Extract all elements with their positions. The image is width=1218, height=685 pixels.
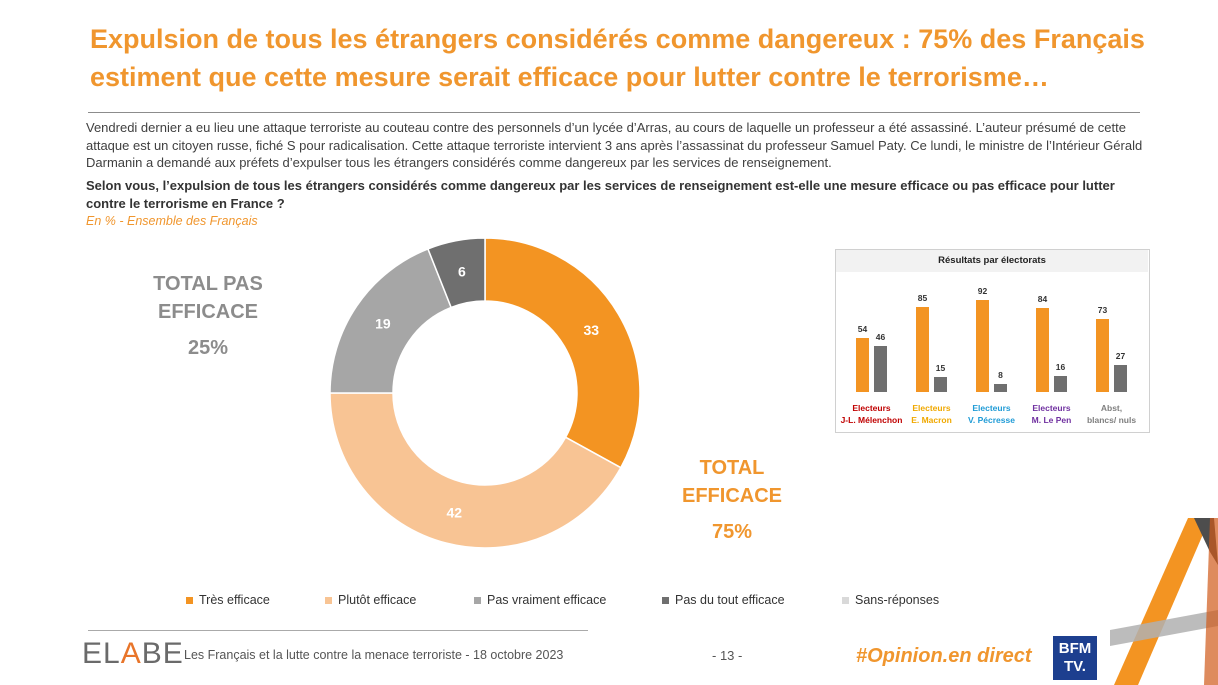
sample-base: En % - Ensemble des Français	[86, 214, 258, 228]
electorate-label-3-line2: M. Le Pen	[1032, 415, 1072, 425]
electorate-label-2-line1: Electeurs	[972, 403, 1011, 413]
electorate-label-2-line2: V. Pécresse	[968, 415, 1015, 425]
legend-item: Sans-réponses	[842, 593, 939, 607]
donut-label-plutot-efficace: 42	[446, 505, 462, 521]
electorate-label-4-line1: Abst,	[1101, 403, 1122, 413]
bar-value-pas-efficace-2: 8	[998, 370, 1003, 380]
footer-caption: Les Français et la lutte contre la menac…	[184, 648, 564, 662]
elabe-logo-prefix: EL	[82, 637, 121, 670]
bar-efficace-3	[1036, 308, 1049, 392]
legend-item: Pas vraiment efficace	[474, 593, 606, 607]
bar-value-pas-efficace-1: 15	[936, 363, 946, 373]
deco-red-stroke	[1204, 518, 1218, 685]
bar-value-efficace-1: 85	[918, 293, 928, 303]
donut-slice-tres-efficace	[484, 237, 641, 469]
bar-pas-efficace-2	[994, 384, 1007, 392]
footer-divider	[88, 630, 588, 631]
electorate-chart-title: Résultats par électorats	[836, 250, 1148, 272]
bar-value-efficace-0: 54	[858, 324, 868, 334]
electorate-label-4-line2: blancs/ nuls	[1087, 415, 1136, 425]
bar-value-efficace-2: 92	[978, 286, 988, 296]
electorate-label-1-line1: Electeurs	[912, 403, 951, 413]
electorate-bar-chart: 54 46 Electeurs J-L. Mélenchon 85 15 Electeurs…	[841, 286, 1137, 425]
legend-label: Pas vraiment efficace	[487, 593, 607, 607]
electorate-label-1-line2: E. Macron	[911, 415, 952, 425]
intro-paragraph: Vendredi dernier a eu lieu une attaque t…	[86, 120, 1143, 170]
total-efficace-line1: TOTAL	[699, 457, 765, 479]
deco-orange-stroke	[1114, 518, 1210, 685]
title-divider	[88, 112, 1140, 113]
electorate-label-0-line2: J-L. Mélenchon	[841, 415, 903, 425]
total-efficace-value: 75%	[711, 521, 753, 543]
legend-label: Très efficace	[199, 593, 270, 607]
legend-label: Plutôt efficace	[338, 593, 417, 607]
page-title: Expulsion de tous les étrangers considér…	[90, 24, 1145, 92]
legend-swatch	[842, 596, 849, 604]
legend-item: Très efficace	[186, 593, 270, 607]
legend-swatch	[186, 596, 193, 604]
legend-item: Pas du tout efficace	[662, 593, 785, 607]
donut-label-tres-efficace: 33	[584, 322, 600, 338]
bar-efficace-4	[1096, 319, 1109, 392]
total-pas-efficace-line1: TOTAL PAS	[153, 273, 263, 295]
bar-value-efficace-3: 84	[1038, 294, 1048, 304]
bar-efficace-2	[976, 300, 989, 392]
legend-label: Sans-réponses	[855, 593, 940, 607]
bar-pas-efficace-1	[934, 377, 947, 392]
bfm-tv-logo: BFM TV.	[1053, 636, 1097, 680]
legend-swatch	[474, 596, 481, 604]
corner-decoration	[1110, 518, 1218, 685]
bar-pas-efficace-4	[1114, 365, 1127, 392]
donut-slice-plutot-efficace	[329, 392, 622, 549]
bar-value-pas-efficace-3: 16	[1056, 362, 1066, 372]
hashtag: #Opinion.en direct	[856, 645, 1032, 667]
total-efficace: TOTAL EFFICACE 75%	[672, 454, 792, 546]
donut-label-pas-vraiment: 19	[375, 316, 391, 332]
survey-question: Selon vous, l’expulsion de tous les étra…	[86, 178, 1115, 211]
electorate-label-0-line1: Electeurs	[852, 403, 891, 413]
legend-item: Plutôt efficace	[325, 593, 416, 607]
bar-pas-efficace-3	[1054, 376, 1067, 392]
elabe-logo-mid: A	[120, 637, 142, 670]
bfm-logo-line1: BFM	[1058, 640, 1092, 657]
total-pas-efficace-line2: EFFICACE	[158, 301, 258, 323]
bfm-logo-line2: TV.	[1064, 658, 1086, 675]
donut-chart: 33 42 19 6	[329, 237, 641, 549]
total-pas-efficace: TOTAL PAS EFFICACE 25%	[138, 270, 278, 362]
total-pas-efficace-value: 25%	[187, 337, 229, 359]
bar-pas-efficace-0	[874, 346, 887, 392]
bar-value-pas-efficace-0: 46	[876, 332, 886, 342]
bar-value-efficace-4: 73	[1098, 305, 1108, 315]
donut-slice-pas-du-tout	[426, 237, 486, 309]
page-number: - 13 -	[712, 648, 743, 663]
bar-value-pas-efficace-4: 27	[1116, 351, 1126, 361]
deco-grey-band	[1110, 610, 1218, 646]
bar-efficace-1	[916, 307, 929, 392]
elabe-logo: ELABE	[82, 637, 184, 671]
legend-swatch	[662, 596, 669, 604]
legend-swatch	[325, 596, 332, 604]
donut-label-pas-du-tout: 6	[458, 264, 466, 280]
total-efficace-line2: EFFICACE	[682, 485, 782, 507]
electorate-label-3-line1: Electeurs	[1032, 403, 1071, 413]
bar-efficace-0	[856, 338, 869, 392]
elabe-logo-suffix: BE	[141, 637, 184, 670]
legend-label: Pas du tout efficace	[675, 593, 785, 607]
